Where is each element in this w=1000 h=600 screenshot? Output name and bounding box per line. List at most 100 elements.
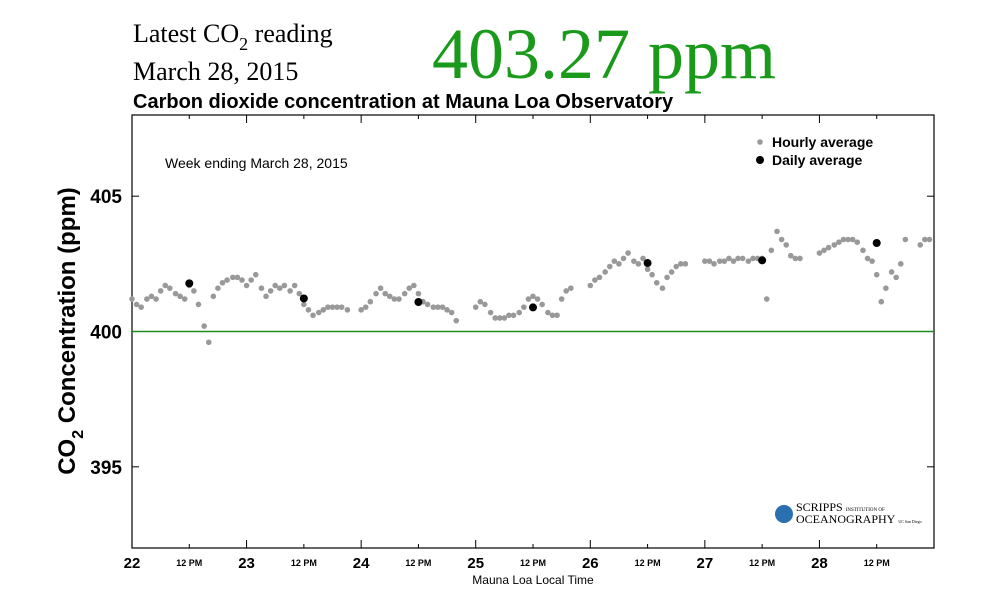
- point: [739, 255, 746, 262]
- point: [477, 298, 484, 305]
- point: [711, 261, 717, 267]
- point: [276, 285, 283, 292]
- point: [631, 258, 637, 264]
- point: [315, 309, 322, 316]
- x-axis-label: Mauna Loa Local Time: [472, 573, 594, 587]
- point: [563, 288, 570, 294]
- point: [534, 296, 541, 302]
- point: [439, 304, 446, 310]
- point: [448, 309, 455, 316]
- point: [138, 304, 144, 310]
- point: [664, 274, 670, 281]
- point: [329, 304, 336, 310]
- point: [406, 285, 413, 292]
- point: [668, 269, 675, 275]
- x-tick-label: 24: [353, 555, 370, 572]
- y-tick-label: 395: [90, 458, 122, 479]
- point: [854, 239, 861, 245]
- point: [845, 236, 851, 243]
- point: [587, 282, 594, 289]
- point: [195, 301, 202, 308]
- point: [702, 258, 708, 264]
- point: [191, 288, 197, 294]
- x-tick-label: 12 PM: [635, 558, 661, 568]
- point: [878, 298, 885, 305]
- point: [510, 312, 517, 319]
- point: [424, 301, 431, 308]
- point: [391, 296, 398, 302]
- x-tick-label: 12 PM: [291, 558, 317, 568]
- point: [917, 242, 924, 248]
- point: [157, 288, 164, 294]
- point: [893, 274, 899, 281]
- point: [549, 312, 556, 319]
- point: [888, 269, 895, 275]
- logo-text: OCEANOGRAPHY UC San Diego: [796, 512, 922, 526]
- point: [210, 293, 217, 300]
- point: [181, 296, 188, 302]
- point: [849, 236, 856, 243]
- point: [291, 282, 298, 289]
- point: [281, 282, 288, 289]
- logo-text: SCRIPPS INSTITUTION OF: [796, 500, 885, 514]
- point: [787, 252, 794, 259]
- point: [606, 263, 613, 270]
- point: [396, 296, 402, 302]
- point: [545, 309, 551, 316]
- point: [153, 296, 159, 302]
- point: [596, 274, 603, 281]
- point: [444, 307, 450, 313]
- point: [659, 285, 666, 292]
- point: [129, 296, 135, 302]
- point: [167, 285, 173, 292]
- point: [435, 304, 441, 310]
- point: [492, 315, 498, 321]
- x-tick-label: 12 PM: [176, 558, 202, 568]
- point: [653, 279, 660, 286]
- point: [730, 258, 737, 264]
- point: [616, 261, 622, 267]
- point: [310, 312, 316, 319]
- logo: SCRIPPS INSTITUTION OF OCEANOGRAPHY UC San…: [775, 500, 922, 526]
- header-label-post: reading: [248, 19, 332, 48]
- point: [201, 323, 207, 329]
- point: [411, 282, 417, 289]
- point: [539, 301, 545, 308]
- point: [386, 293, 393, 300]
- header-label: Latest CO2 reading: [133, 19, 333, 54]
- point: [792, 255, 799, 262]
- x-tick-label: 12 PM: [520, 558, 546, 568]
- point: [263, 293, 269, 300]
- header-label-pre: Latest CO: [133, 19, 239, 48]
- point: [860, 247, 866, 254]
- x-tick-label: 23: [238, 555, 255, 572]
- point: [768, 247, 775, 254]
- point: [620, 255, 627, 262]
- point: [568, 285, 574, 292]
- annotation: Week ending March 28, 2015: [165, 155, 348, 171]
- point: [299, 294, 308, 303]
- point: [735, 255, 741, 262]
- point: [625, 250, 631, 256]
- point: [301, 301, 307, 308]
- logo-line: INSTITUTION OF: [846, 508, 885, 513]
- point: [516, 309, 523, 316]
- point: [745, 258, 752, 264]
- point: [224, 277, 230, 283]
- legend-marker: [757, 139, 763, 145]
- point: [172, 290, 179, 297]
- point: [382, 290, 389, 297]
- point: [836, 239, 842, 245]
- logo-globe: [775, 505, 793, 523]
- point: [243, 282, 250, 289]
- point: [716, 258, 723, 264]
- x-tick-label: 25: [467, 555, 484, 572]
- point: [453, 317, 460, 324]
- point: [506, 312, 512, 319]
- logo-line: OCEANOGRAPHY: [796, 512, 896, 526]
- y-label-part: CO: [54, 439, 81, 475]
- x-tick-label: 26: [582, 555, 599, 572]
- point: [320, 307, 327, 313]
- point: [144, 296, 150, 302]
